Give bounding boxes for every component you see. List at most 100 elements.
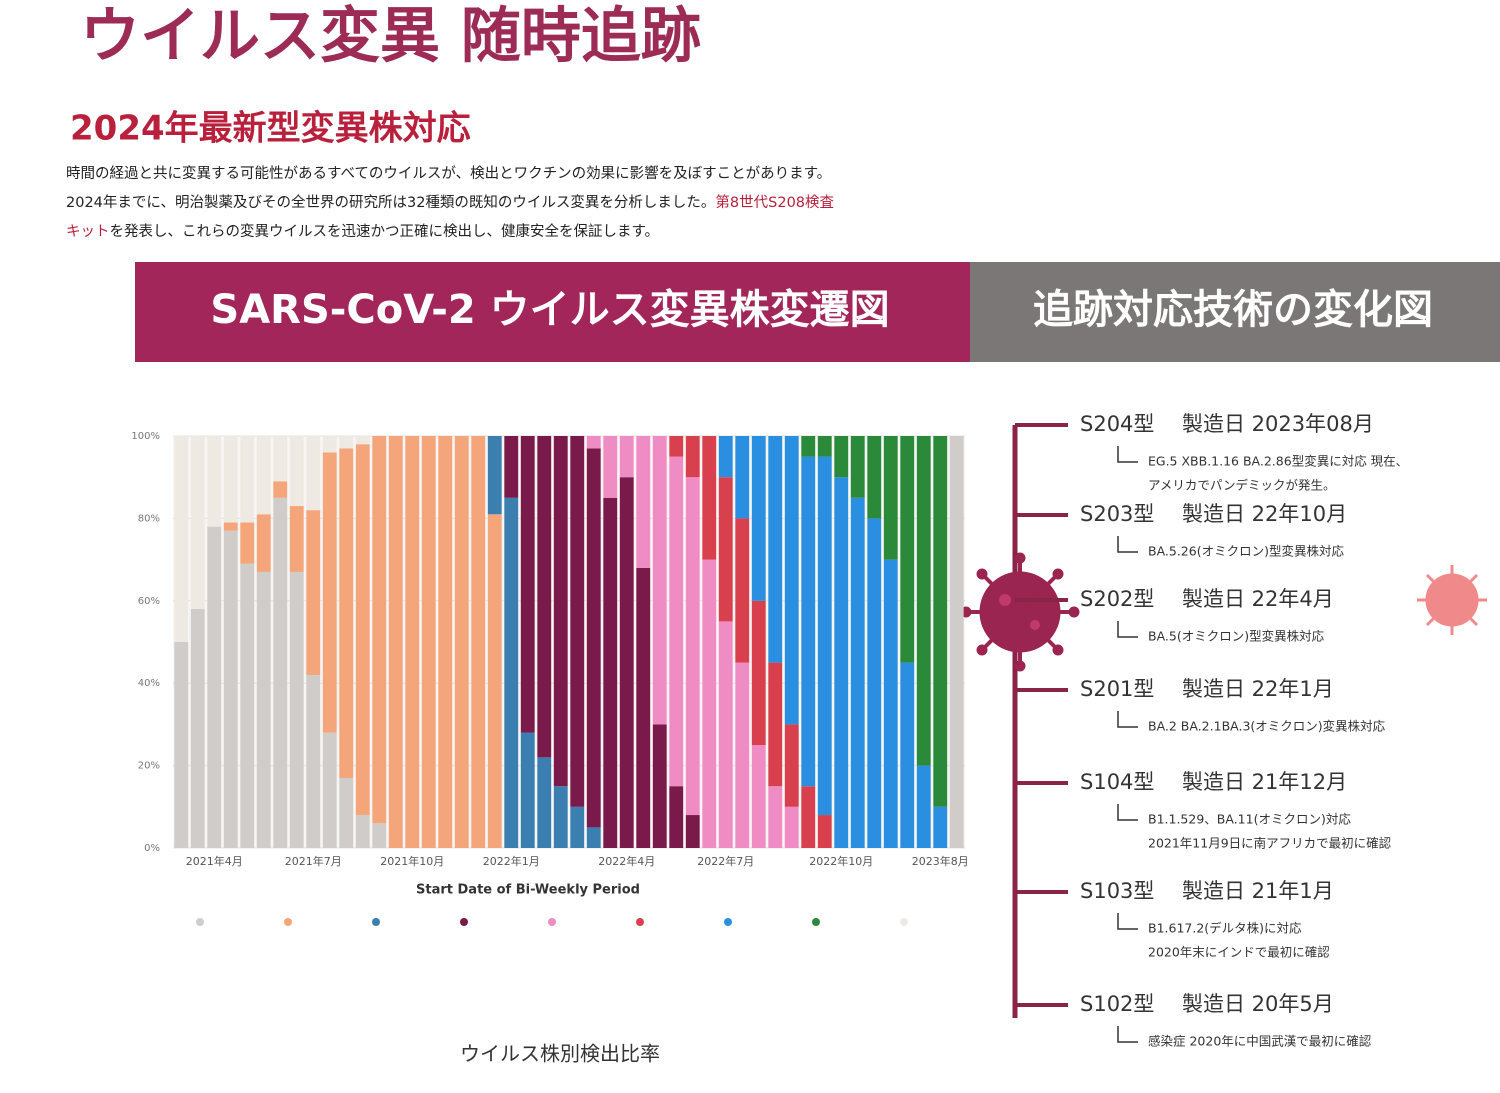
bar-segment — [570, 436, 585, 807]
bar-segment — [190, 609, 205, 848]
bar-segment — [520, 436, 535, 733]
bar-segment — [339, 448, 354, 778]
bar-segment — [273, 497, 288, 848]
bar-segment — [586, 448, 601, 828]
model: S202型 — [1080, 587, 1154, 611]
bar-segment — [504, 497, 519, 848]
bar-segment — [388, 436, 403, 848]
legend-swatch — [284, 918, 292, 926]
bar-segment — [768, 436, 783, 663]
bar-segment — [339, 436, 354, 449]
y-tick-label: 20% — [138, 761, 160, 772]
bar-segment — [702, 559, 717, 848]
note: BA.5.26(オミクロン)型変異株対応 — [1148, 544, 1344, 559]
bar-segment — [850, 497, 865, 848]
made-date: 製造日 22年1月 — [1182, 677, 1334, 701]
bar-segment — [190, 436, 205, 610]
model: S104型 — [1080, 770, 1154, 794]
banner-right — [970, 262, 1500, 362]
bar-segment — [520, 732, 535, 848]
bar-segment — [405, 436, 420, 848]
bar-segment — [619, 436, 634, 478]
y-tick-label: 40% — [138, 678, 160, 689]
note-bracket — [1117, 804, 1138, 821]
bar-segment — [949, 436, 964, 848]
bar-segment — [850, 436, 865, 498]
model: S203型 — [1080, 502, 1154, 526]
note-bracket — [1117, 711, 1138, 728]
y-tick-label: 80% — [138, 513, 160, 524]
note: BA.2 BA.2.1BA.3(オミクロン)変異株対応 — [1148, 719, 1386, 734]
bar-segment — [223, 436, 238, 523]
paragraph-line: キットを発表し、これらの変異ウイルスを迅速かつ正確に検出し、健康安全を保証します… — [66, 222, 659, 240]
note-bracket — [1117, 621, 1138, 638]
bar-segment — [702, 436, 717, 560]
bar-segment — [174, 436, 189, 642]
bar-segment — [471, 436, 486, 848]
bar-segment — [487, 436, 502, 515]
bar-segment — [768, 786, 783, 848]
bar-segment — [273, 481, 288, 498]
bar-segment — [306, 510, 321, 675]
note: B1.1.529、BA.11(オミクロン)対応 — [1148, 812, 1351, 827]
bar-segment — [306, 674, 321, 848]
paragraph-segment: キット — [66, 224, 110, 240]
paragraph-segment: 第8世代S208検査 — [715, 193, 834, 211]
banner-right-text: 追跡対応技術の変化図 — [1033, 287, 1433, 333]
bar-segment — [504, 436, 519, 498]
made-date: 製造日 21年12月 — [1182, 770, 1347, 794]
bar-segment — [339, 777, 354, 848]
bar-segment — [207, 436, 222, 527]
note-bracket — [1117, 913, 1138, 930]
paragraph-segment: を発表し、これらの変異ウイルスを迅速かつ正確に検出し、健康安全を保証します。 — [110, 222, 660, 240]
bar-segment — [240, 436, 255, 523]
legend-swatch — [636, 918, 644, 926]
bar-segment — [256, 571, 271, 848]
paragraph-segment: 時間の経過と共に変異する可能性があるすべてのウイルスが、検出とワクチンの効果に影… — [66, 164, 831, 182]
bar-segment — [603, 497, 618, 848]
model: S201型 — [1080, 677, 1154, 701]
bar-segment — [784, 436, 799, 725]
bar-segment — [883, 436, 898, 560]
bar-segment — [586, 436, 601, 449]
bar-segment — [768, 662, 783, 787]
legend-swatch — [812, 918, 820, 926]
bar-segment — [685, 477, 700, 816]
bar-segment — [652, 436, 667, 725]
x-tick-label: 2022年4月 — [598, 854, 655, 868]
made-date: 製造日 21年1月 — [1182, 879, 1334, 903]
bar-segment — [735, 662, 750, 848]
bar-segment — [537, 436, 552, 758]
virus-icon — [960, 552, 1080, 672]
chart-caption: ウイルス株別検出比率 — [460, 1042, 660, 1066]
y-tick-label: 60% — [138, 596, 160, 607]
made-date: 製造日 20年5月 — [1182, 992, 1334, 1016]
legend-swatch — [900, 918, 908, 926]
x-tick-label: 2022年10月 — [809, 854, 873, 868]
bar-segment — [669, 436, 684, 457]
x-tick-label: 2021年7月 — [285, 854, 342, 868]
bar-segment — [933, 806, 948, 848]
bar-segment — [718, 477, 733, 622]
legend-swatch — [548, 918, 556, 926]
y-tick-label: 100% — [131, 431, 160, 442]
note: 2021年11月9日に南アフリカで最初に確認 — [1148, 836, 1392, 851]
bar-segment — [273, 436, 288, 482]
bar-segment — [223, 522, 238, 531]
bar-segment — [355, 444, 370, 816]
bar-segment — [322, 732, 337, 848]
bar-segment — [553, 786, 568, 848]
bar-segment — [817, 815, 832, 848]
bar-segment — [207, 526, 222, 848]
bar-segment — [652, 724, 667, 848]
plot-area — [173, 436, 965, 848]
legend-swatch — [196, 918, 204, 926]
bar-segment — [438, 436, 453, 848]
bar-segment — [900, 662, 915, 848]
bar-segment — [751, 436, 766, 601]
bar-segment — [784, 806, 799, 848]
bar-segment — [916, 436, 931, 766]
paragraph-line: 2024年までに、明治製薬及びその全世界の研究所は32種類の既知のウイルス変異を… — [66, 193, 834, 211]
bar-segment — [685, 436, 700, 478]
